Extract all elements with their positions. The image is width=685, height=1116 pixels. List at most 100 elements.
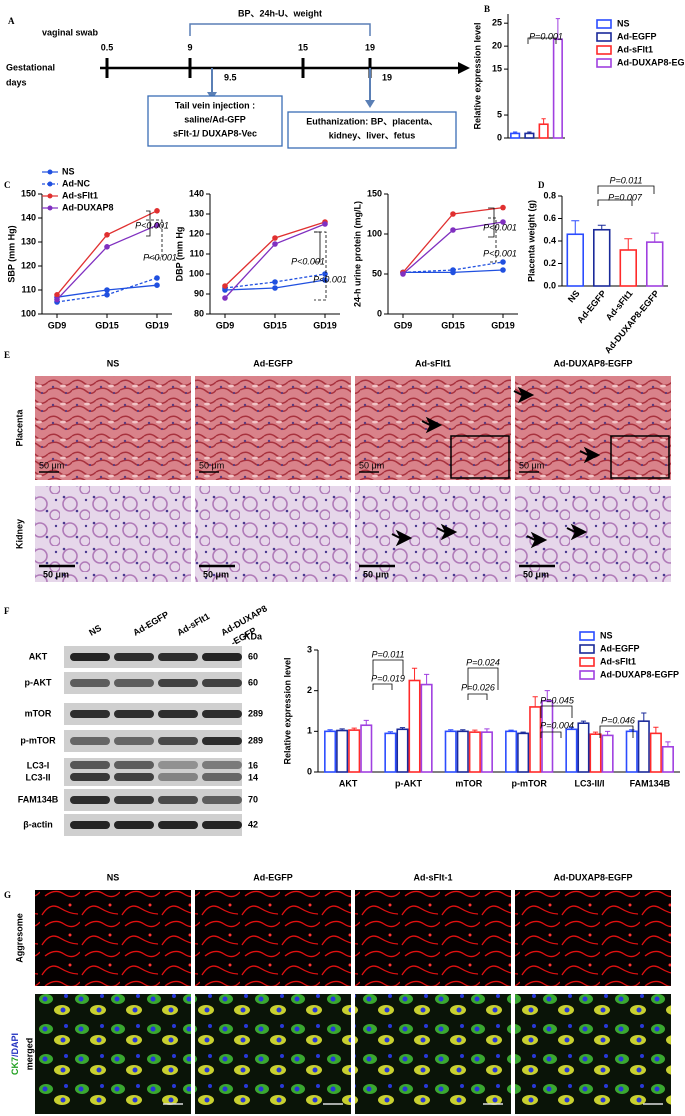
arrow <box>579 446 601 464</box>
arrow <box>421 416 443 434</box>
data-point <box>450 267 456 273</box>
data-point <box>222 283 228 289</box>
bar <box>456 730 469 773</box>
legend-label: Ad-sFlt1 <box>600 656 636 666</box>
blot-band <box>158 679 198 687</box>
legend-swatch <box>596 19 612 29</box>
legend-swatch <box>579 657 595 667</box>
data-point <box>500 204 506 211</box>
blot-band <box>70 679 110 687</box>
error-bar <box>351 727 357 731</box>
data-point <box>154 282 160 289</box>
bar <box>637 720 650 773</box>
kda-label: 289 <box>248 708 263 718</box>
bar <box>336 729 349 773</box>
timeline-tick: 19 <box>365 42 375 52</box>
bracket <box>597 185 655 194</box>
scale-bar-label: 50 μm <box>519 460 544 470</box>
data-point <box>222 295 228 301</box>
blot-band <box>158 796 198 804</box>
kda-label: 289 <box>248 735 263 745</box>
error-bar <box>423 673 430 685</box>
blot-band <box>202 773 242 781</box>
bar <box>661 745 674 773</box>
scale-bar-label: 50 μm <box>43 569 69 579</box>
data-point <box>104 292 110 298</box>
y-tick-label: 120 <box>21 260 36 270</box>
y-tick-label: 150 <box>21 188 36 198</box>
bar <box>552 38 563 139</box>
y-axis-label: Relative expression level <box>472 22 482 129</box>
legend-label: Ad-DUXAP8 <box>62 202 114 212</box>
kda-label: 60 <box>248 677 258 687</box>
data-point <box>54 296 60 303</box>
note-text: Tail vein injection : <box>175 100 255 110</box>
x-tick-label: LC3-II/I <box>574 778 604 788</box>
blot-band <box>114 679 154 687</box>
timeline-tick: 0.5 <box>101 42 114 52</box>
panel-label: B <box>484 4 490 14</box>
row-label: merged <box>24 1038 34 1071</box>
scale-bar-label: 50 μm <box>359 460 384 470</box>
error-bar <box>653 726 659 734</box>
error-bar <box>411 667 418 681</box>
blot-band <box>202 679 242 687</box>
panel-label: D <box>538 180 545 190</box>
bracket <box>314 231 327 301</box>
legend-label: Ad-DUXAP8-EGFP <box>617 57 685 67</box>
data-point <box>500 267 506 273</box>
fluorescence-image <box>515 994 671 1114</box>
legend-swatch <box>596 45 612 55</box>
legend-label: NS <box>600 630 613 640</box>
y-tick-label: 0 <box>307 766 312 776</box>
bar <box>510 132 521 139</box>
column-header: Ad-sFlt1 <box>415 358 451 368</box>
fluorescence-image <box>355 890 511 986</box>
annotation: P<0.001 <box>143 252 177 262</box>
y-axis-label: Placenta weight (g) <box>526 200 536 282</box>
blot-band <box>202 737 242 745</box>
timeline-tick: 15 <box>298 42 308 52</box>
column-header: Ad-DUXAP8-EGFP <box>553 358 632 368</box>
error-bar <box>520 731 526 734</box>
bracket <box>146 219 163 259</box>
annotation: P=0.001 <box>529 31 563 41</box>
error-bar <box>541 118 546 125</box>
kda-label: 14 <box>248 772 258 782</box>
panel-label: A <box>8 16 15 26</box>
timeline-top-label: BP、24h-U、weight <box>238 8 322 18</box>
fluorescence-image <box>355 994 511 1114</box>
annotation: P=0.019 <box>371 673 405 683</box>
bar <box>645 241 664 287</box>
blot-band <box>114 761 154 769</box>
timeline-marker: 19 <box>382 72 392 82</box>
x-tick-label: GD9 <box>394 320 413 330</box>
blot-band <box>158 773 198 781</box>
data-point <box>450 211 456 217</box>
note-text: sFlt-1/ DUXAP8-Vec <box>173 128 257 138</box>
micrograph <box>515 486 671 582</box>
bar <box>619 249 637 287</box>
bracket <box>467 667 499 690</box>
y-tick-label: 50 <box>372 268 382 278</box>
x-tick-label: GD15 <box>263 320 287 330</box>
note-text: Euthanization: BP、placenta、 <box>306 116 438 126</box>
y-tick-label: 2 <box>307 685 312 695</box>
blot-band <box>70 737 110 745</box>
error-bar <box>363 719 369 726</box>
error-bar <box>472 729 478 733</box>
error-bar <box>460 729 466 732</box>
y-tick-label: 120 <box>189 228 204 238</box>
arrow <box>566 523 588 541</box>
blot-row-label: FAM134B <box>18 794 59 804</box>
y-tick-label: 0.0 <box>543 280 556 290</box>
note-text: kidney、liver、fetus <box>329 130 416 140</box>
bar <box>565 728 578 773</box>
x-tick-label: p-mTOR <box>511 778 547 788</box>
bracket <box>540 705 573 718</box>
inset <box>450 435 510 479</box>
blot-band <box>70 773 110 781</box>
error-bar <box>580 720 587 724</box>
data-point <box>500 259 506 265</box>
